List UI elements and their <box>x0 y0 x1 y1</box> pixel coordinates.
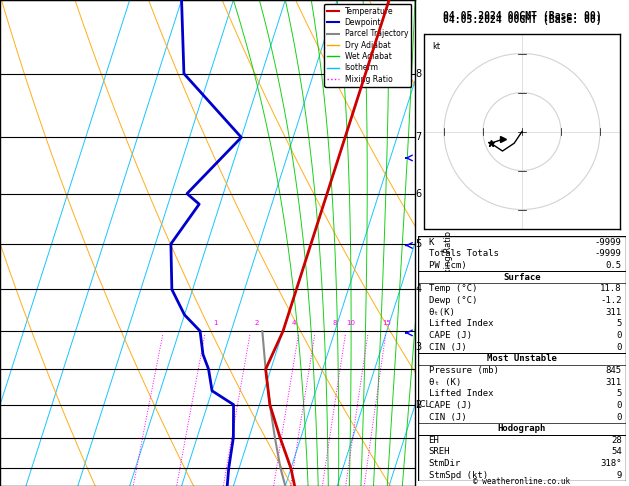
Text: StmDir: StmDir <box>428 459 461 468</box>
Text: EH: EH <box>428 436 439 445</box>
FancyBboxPatch shape <box>418 423 626 434</box>
Text: CIN (J): CIN (J) <box>428 343 466 351</box>
Text: 3: 3 <box>415 342 421 352</box>
Legend: Temperature, Dewpoint, Parcel Trajectory, Dry Adiabat, Wet Adiabat, Isotherm, Mi: Temperature, Dewpoint, Parcel Trajectory… <box>324 4 411 87</box>
Text: 2: 2 <box>415 399 421 410</box>
Text: -1.2: -1.2 <box>600 296 621 305</box>
Text: 8: 8 <box>415 69 421 79</box>
Text: -9999: -9999 <box>595 238 621 246</box>
Text: 15: 15 <box>382 320 391 326</box>
Text: 04.05.2024 00GMT (Base: 00): 04.05.2024 00GMT (Base: 00) <box>443 15 601 25</box>
Text: LCL: LCL <box>415 400 430 409</box>
Text: -9999: -9999 <box>595 249 621 258</box>
Text: 4: 4 <box>415 284 421 295</box>
Text: Temp (°C): Temp (°C) <box>428 284 477 293</box>
Text: CAPE (J): CAPE (J) <box>428 401 472 410</box>
Text: 2: 2 <box>255 320 259 326</box>
Text: CAPE (J): CAPE (J) <box>428 331 472 340</box>
Text: Mixing Ratio (g/kg): Mixing Ratio (g/kg) <box>443 203 453 283</box>
Text: Lifted Index: Lifted Index <box>428 389 493 398</box>
Text: 9: 9 <box>616 471 621 480</box>
Text: 11.8: 11.8 <box>600 284 621 293</box>
FancyBboxPatch shape <box>418 353 626 364</box>
Text: 5: 5 <box>415 239 421 249</box>
Text: Hodograph: Hodograph <box>498 424 546 433</box>
Text: 5: 5 <box>616 319 621 328</box>
Text: kt: kt <box>432 42 440 51</box>
Text: CIN (J): CIN (J) <box>428 413 466 421</box>
Text: 04.05.2024 00GMT (Base: 00): 04.05.2024 00GMT (Base: 00) <box>443 11 601 21</box>
Text: 318°: 318° <box>600 459 621 468</box>
Text: Lifted Index: Lifted Index <box>428 319 493 328</box>
Text: © weatheronline.co.uk: © weatheronline.co.uk <box>474 477 571 486</box>
Text: Totals Totals: Totals Totals <box>428 249 498 258</box>
Text: PW (cm): PW (cm) <box>428 261 466 270</box>
Text: θₜ (K): θₜ (K) <box>428 378 461 386</box>
Text: 845: 845 <box>606 366 621 375</box>
Text: StmSpd (kt): StmSpd (kt) <box>428 471 487 480</box>
Text: SREH: SREH <box>428 448 450 456</box>
Text: 4: 4 <box>291 320 296 326</box>
Text: 6: 6 <box>415 189 421 199</box>
Text: 28: 28 <box>611 436 621 445</box>
Text: Most Unstable: Most Unstable <box>487 354 557 363</box>
Text: 0.5: 0.5 <box>606 261 621 270</box>
Text: 1: 1 <box>213 320 218 326</box>
Text: 54: 54 <box>611 448 621 456</box>
Text: 5: 5 <box>616 389 621 398</box>
Text: 0: 0 <box>616 401 621 410</box>
Text: 7: 7 <box>415 132 421 142</box>
Text: Surface: Surface <box>503 273 541 281</box>
Text: 10: 10 <box>346 320 355 326</box>
Text: 0: 0 <box>616 331 621 340</box>
Text: θₜ(K): θₜ(K) <box>428 308 455 316</box>
FancyBboxPatch shape <box>418 271 626 283</box>
Text: Dewp (°C): Dewp (°C) <box>428 296 477 305</box>
Text: 0: 0 <box>616 413 621 421</box>
Text: 0: 0 <box>616 343 621 351</box>
Text: Pressure (mb): Pressure (mb) <box>428 366 498 375</box>
Text: 311: 311 <box>606 378 621 386</box>
Text: K: K <box>428 238 434 246</box>
Text: 311: 311 <box>606 308 621 316</box>
Text: 8: 8 <box>333 320 337 326</box>
